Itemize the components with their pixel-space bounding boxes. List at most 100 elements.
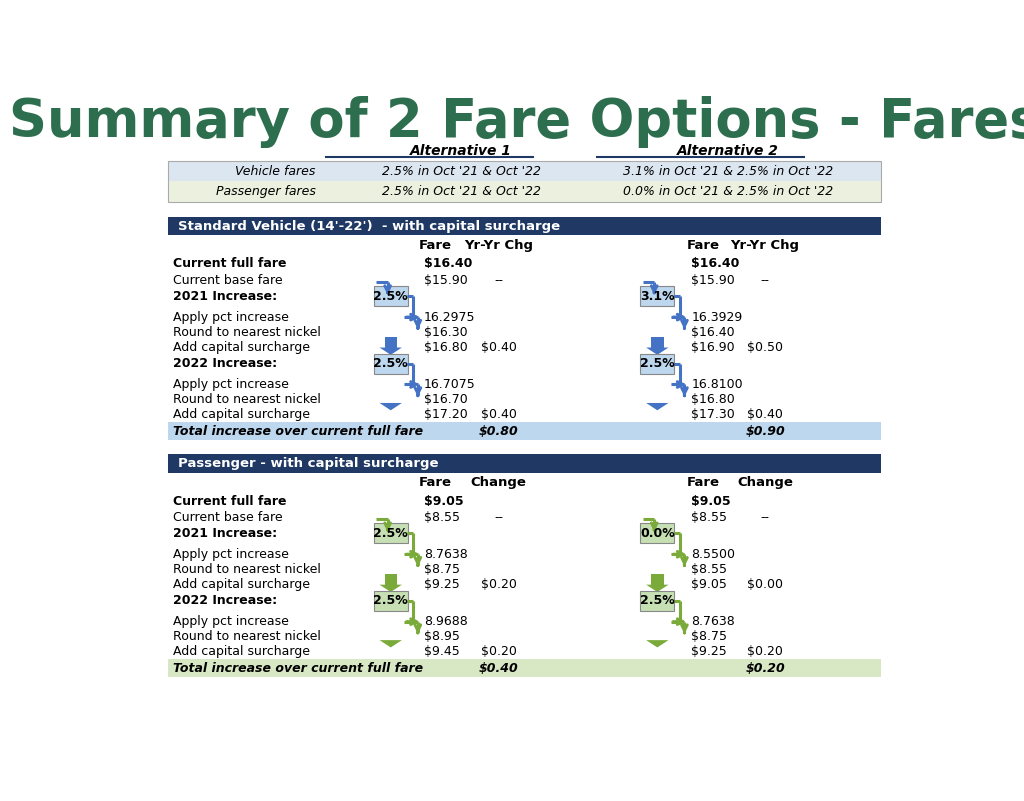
Text: Summary of 2 Fare Options - Fares: Summary of 2 Fare Options - Fares: [9, 95, 1024, 147]
Text: 16.7075: 16.7075: [424, 378, 476, 391]
FancyBboxPatch shape: [374, 286, 408, 306]
FancyBboxPatch shape: [168, 454, 882, 473]
Polygon shape: [646, 585, 669, 592]
Text: $0.40: $0.40: [480, 408, 516, 421]
FancyBboxPatch shape: [640, 286, 675, 306]
Text: $9.45: $9.45: [424, 645, 460, 658]
Text: Apply pct increase: Apply pct increase: [173, 548, 289, 561]
Text: 2.5%: 2.5%: [374, 290, 409, 303]
Text: $8.55: $8.55: [691, 511, 727, 524]
Text: $16.90: $16.90: [691, 340, 735, 353]
Polygon shape: [646, 403, 669, 410]
Text: Change: Change: [470, 476, 526, 489]
FancyBboxPatch shape: [374, 354, 408, 374]
Text: Round to nearest nickel: Round to nearest nickel: [173, 563, 321, 576]
Text: 2.5%: 2.5%: [374, 594, 409, 607]
Text: $0.20: $0.20: [480, 578, 516, 591]
Text: 0.0% in Oct '21 & 2.5% in Oct '22: 0.0% in Oct '21 & 2.5% in Oct '22: [624, 185, 834, 198]
Text: Standard Vehicle (14'-22')  - with capital surcharge: Standard Vehicle (14'-22') - with capita…: [177, 219, 560, 233]
Polygon shape: [380, 640, 401, 647]
Text: Add capital surcharge: Add capital surcharge: [173, 408, 310, 421]
Text: 2.5% in Oct '21 & Oct '22: 2.5% in Oct '21 & Oct '22: [382, 164, 541, 178]
Text: Round to nearest nickel: Round to nearest nickel: [173, 393, 321, 406]
Text: $0.20: $0.20: [480, 645, 516, 658]
Text: Fare: Fare: [686, 476, 720, 489]
Text: 2022 Increase:: 2022 Increase:: [173, 594, 278, 607]
Text: 8.5500: 8.5500: [691, 548, 735, 561]
Text: Change: Change: [737, 476, 793, 489]
Text: $0.50: $0.50: [748, 340, 783, 353]
Text: $16.40: $16.40: [691, 326, 735, 339]
Text: $17.20: $17.20: [424, 408, 468, 421]
Text: Apply pct increase: Apply pct increase: [173, 311, 289, 324]
FancyBboxPatch shape: [385, 336, 397, 348]
Text: $15.90: $15.90: [424, 274, 468, 287]
Text: $16.30: $16.30: [424, 326, 468, 339]
Text: 3.1% in Oct '21 & 2.5% in Oct '22: 3.1% in Oct '21 & 2.5% in Oct '22: [624, 164, 834, 178]
Text: 8.9688: 8.9688: [424, 615, 468, 628]
Text: --: --: [761, 274, 770, 287]
Text: $15.90: $15.90: [691, 274, 735, 287]
Text: Fare: Fare: [419, 476, 453, 489]
Text: $8.55: $8.55: [424, 511, 460, 524]
Text: $9.05: $9.05: [691, 495, 731, 508]
FancyBboxPatch shape: [651, 336, 664, 348]
Text: Apply pct increase: Apply pct increase: [173, 615, 289, 628]
Text: $16.40: $16.40: [691, 257, 739, 271]
Text: 16.3929: 16.3929: [691, 311, 742, 324]
FancyBboxPatch shape: [374, 524, 408, 544]
Text: $0.40: $0.40: [480, 340, 516, 353]
Text: Add capital surcharge: Add capital surcharge: [173, 578, 310, 591]
Polygon shape: [380, 348, 401, 355]
Text: $9.05: $9.05: [691, 578, 727, 591]
Text: 16.8100: 16.8100: [691, 378, 743, 391]
Text: $9.05: $9.05: [424, 495, 464, 508]
Text: Fare: Fare: [686, 239, 720, 252]
Text: $8.95: $8.95: [424, 630, 460, 643]
Text: --: --: [494, 274, 503, 287]
Text: Apply pct increase: Apply pct increase: [173, 378, 289, 391]
Text: Total increase over current full fare: Total increase over current full fare: [173, 662, 423, 674]
Text: $0.20: $0.20: [745, 662, 785, 674]
Text: 2.5%: 2.5%: [640, 357, 675, 370]
Text: --: --: [494, 511, 503, 524]
Text: Vehicle fares: Vehicle fares: [236, 164, 315, 178]
Polygon shape: [646, 348, 669, 355]
Text: $16.70: $16.70: [424, 393, 468, 406]
Text: Round to nearest nickel: Round to nearest nickel: [173, 326, 321, 339]
Polygon shape: [380, 585, 401, 592]
Text: 8.7638: 8.7638: [691, 615, 735, 628]
Text: --: --: [761, 511, 770, 524]
Text: Current full fare: Current full fare: [173, 495, 287, 508]
Text: 2021 Increase:: 2021 Increase:: [173, 527, 278, 540]
FancyBboxPatch shape: [168, 161, 882, 181]
Polygon shape: [646, 640, 669, 647]
Text: $8.75: $8.75: [424, 563, 460, 576]
Text: $0.40: $0.40: [748, 408, 783, 421]
Text: Yr-Yr Chg: Yr-Yr Chg: [730, 239, 800, 252]
Text: $0.40: $0.40: [478, 662, 518, 674]
FancyBboxPatch shape: [640, 524, 675, 544]
Text: $16.80: $16.80: [424, 340, 468, 353]
Text: Fare: Fare: [419, 239, 453, 252]
Text: $0.80: $0.80: [478, 425, 518, 437]
Text: Passenger fares: Passenger fares: [216, 185, 315, 198]
Text: 2021 Increase:: 2021 Increase:: [173, 290, 278, 303]
Text: $9.25: $9.25: [691, 645, 727, 658]
Text: $16.40: $16.40: [424, 257, 472, 271]
FancyBboxPatch shape: [168, 422, 882, 440]
Text: Current full fare: Current full fare: [173, 257, 287, 271]
FancyBboxPatch shape: [168, 217, 882, 235]
Text: 0.0%: 0.0%: [640, 527, 675, 540]
Text: $17.30: $17.30: [691, 408, 735, 421]
FancyBboxPatch shape: [168, 659, 882, 678]
Text: $8.75: $8.75: [691, 630, 727, 643]
Text: Add capital surcharge: Add capital surcharge: [173, 340, 310, 353]
Text: Total increase over current full fare: Total increase over current full fare: [173, 425, 423, 437]
Text: Alternative 2: Alternative 2: [677, 144, 779, 158]
Text: $8.55: $8.55: [691, 563, 727, 576]
Text: 3.1%: 3.1%: [640, 290, 675, 303]
FancyBboxPatch shape: [640, 354, 675, 374]
Text: Passenger - with capital surcharge: Passenger - with capital surcharge: [177, 457, 438, 470]
Text: Current base fare: Current base fare: [173, 511, 283, 524]
